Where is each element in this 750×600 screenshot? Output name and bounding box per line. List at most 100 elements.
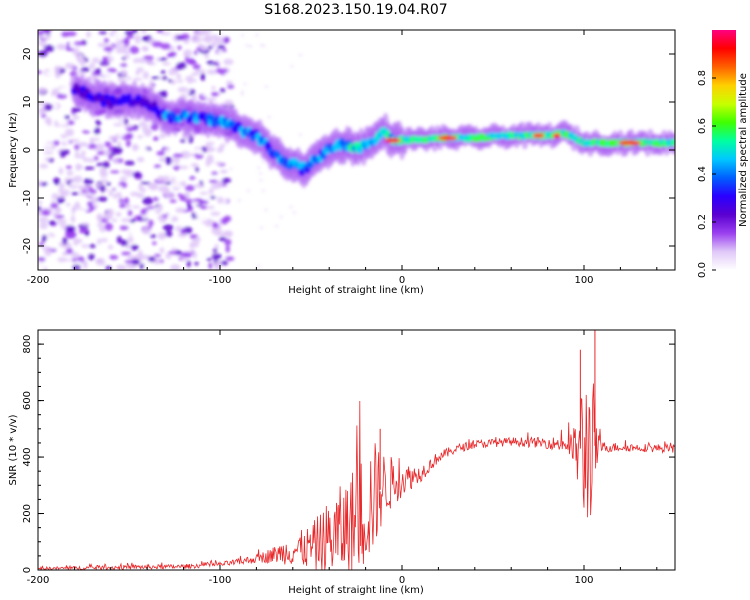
noise-blob <box>156 30 164 33</box>
noise-blob <box>88 62 96 70</box>
noise-blob <box>181 33 190 41</box>
noise-blob <box>168 68 179 76</box>
noise-blob <box>210 92 220 97</box>
noise-blob <box>210 171 218 176</box>
noise-blob <box>38 30 45 36</box>
noise-blob <box>154 86 163 90</box>
noise-blob <box>118 130 125 138</box>
noise-blob <box>81 244 89 248</box>
noise-blob <box>156 151 166 156</box>
noise-blob <box>136 157 145 163</box>
noise-blob <box>95 258 107 266</box>
noise-blob <box>217 49 224 57</box>
noise-blob <box>162 224 174 231</box>
noise-blob <box>194 167 200 173</box>
spectrogram-x-axis-label: Height of straight line (km) <box>288 285 424 296</box>
spectrogram-y-axis-label: Frequency (Hz) <box>8 112 19 188</box>
noise-blob <box>160 31 171 36</box>
noise-blob <box>66 230 77 239</box>
noise-blob <box>209 34 220 41</box>
noise-blob <box>186 260 191 268</box>
noise-blob <box>194 153 204 159</box>
noise-blob <box>56 109 67 117</box>
noise-blob <box>204 36 213 44</box>
noise-blob <box>141 215 147 220</box>
noise-blob <box>211 85 216 91</box>
noise-blob <box>176 241 186 248</box>
noise-blob <box>63 149 70 155</box>
noise-blob <box>197 247 208 254</box>
noise-blob <box>41 209 51 216</box>
noise-blob <box>227 84 235 89</box>
noise-blob <box>147 182 157 190</box>
noise-blob <box>208 188 214 195</box>
noise-blob <box>59 46 66 50</box>
noise-blob <box>142 148 150 157</box>
noise-blob <box>129 46 140 54</box>
noise-blob <box>221 177 232 183</box>
spectrogram-x-ticks: -200 -100 0 100 <box>27 30 658 286</box>
noise-blob <box>275 224 279 228</box>
noise-blob <box>87 253 95 261</box>
noise-blob <box>43 44 55 52</box>
noise-blob <box>207 30 213 33</box>
noise-blob <box>200 30 210 35</box>
noise-blob <box>156 168 162 173</box>
noise-blob <box>104 38 109 43</box>
noise-blob <box>123 208 128 214</box>
noise-blob <box>162 187 170 195</box>
noise-blob <box>98 31 108 35</box>
noise-blob <box>83 178 94 185</box>
noise-blob <box>126 127 134 132</box>
noise-blob <box>38 123 42 129</box>
chart-title: S168.2023.150.19.04.R07 <box>264 2 447 18</box>
noise-blob <box>190 36 202 43</box>
ridge-peak <box>617 140 642 145</box>
noise-blob <box>38 261 46 270</box>
noise-blob <box>148 62 157 66</box>
noise-blob <box>56 93 68 99</box>
noise-blob <box>156 57 161 62</box>
snr-panel: -200 -100 0 100 0 200 400 600 800 Height of str… <box>8 329 676 596</box>
noise-blob <box>89 137 101 142</box>
noise-blob <box>211 41 217 48</box>
noise-blob <box>255 33 259 37</box>
noise-blob <box>46 183 54 188</box>
noise-blob <box>86 39 95 44</box>
ridge-blob <box>100 99 107 108</box>
colorbar-tick-label: 0.0 <box>697 262 708 278</box>
noise-blob <box>146 209 156 216</box>
y-tick-label: 20 <box>22 48 33 61</box>
noise-blob <box>135 66 144 73</box>
noise-blob <box>105 182 112 186</box>
noise-blob <box>211 253 222 260</box>
noise-blob <box>152 196 160 202</box>
noise-blob <box>200 73 206 81</box>
noise-blob <box>117 185 123 190</box>
noise-blob <box>111 30 118 34</box>
noise-blob <box>112 47 118 52</box>
noise-blob <box>215 181 224 189</box>
noise-blob <box>58 187 65 194</box>
noise-blob <box>224 72 231 79</box>
noise-blob <box>96 238 102 245</box>
noise-blob <box>176 73 182 80</box>
noise-blob <box>219 145 224 151</box>
noise-blob <box>70 251 80 259</box>
noise-blob <box>112 158 119 164</box>
noise-blob <box>120 239 128 247</box>
noise-blob <box>108 155 113 161</box>
noise-blob <box>91 72 102 76</box>
noise-blob <box>89 174 94 179</box>
noise-blob <box>72 115 80 120</box>
noise-blob <box>215 232 224 237</box>
noise-blob <box>112 122 124 127</box>
noise-blob <box>51 193 59 200</box>
noise-blob <box>43 151 54 155</box>
noise-blob <box>199 205 208 210</box>
noise-blob <box>208 179 219 184</box>
noise-blob <box>206 60 214 65</box>
snr-x-ticks: -200 -100 0 100 <box>27 330 658 586</box>
noise-blob <box>217 196 224 204</box>
noise-blob <box>134 38 142 44</box>
